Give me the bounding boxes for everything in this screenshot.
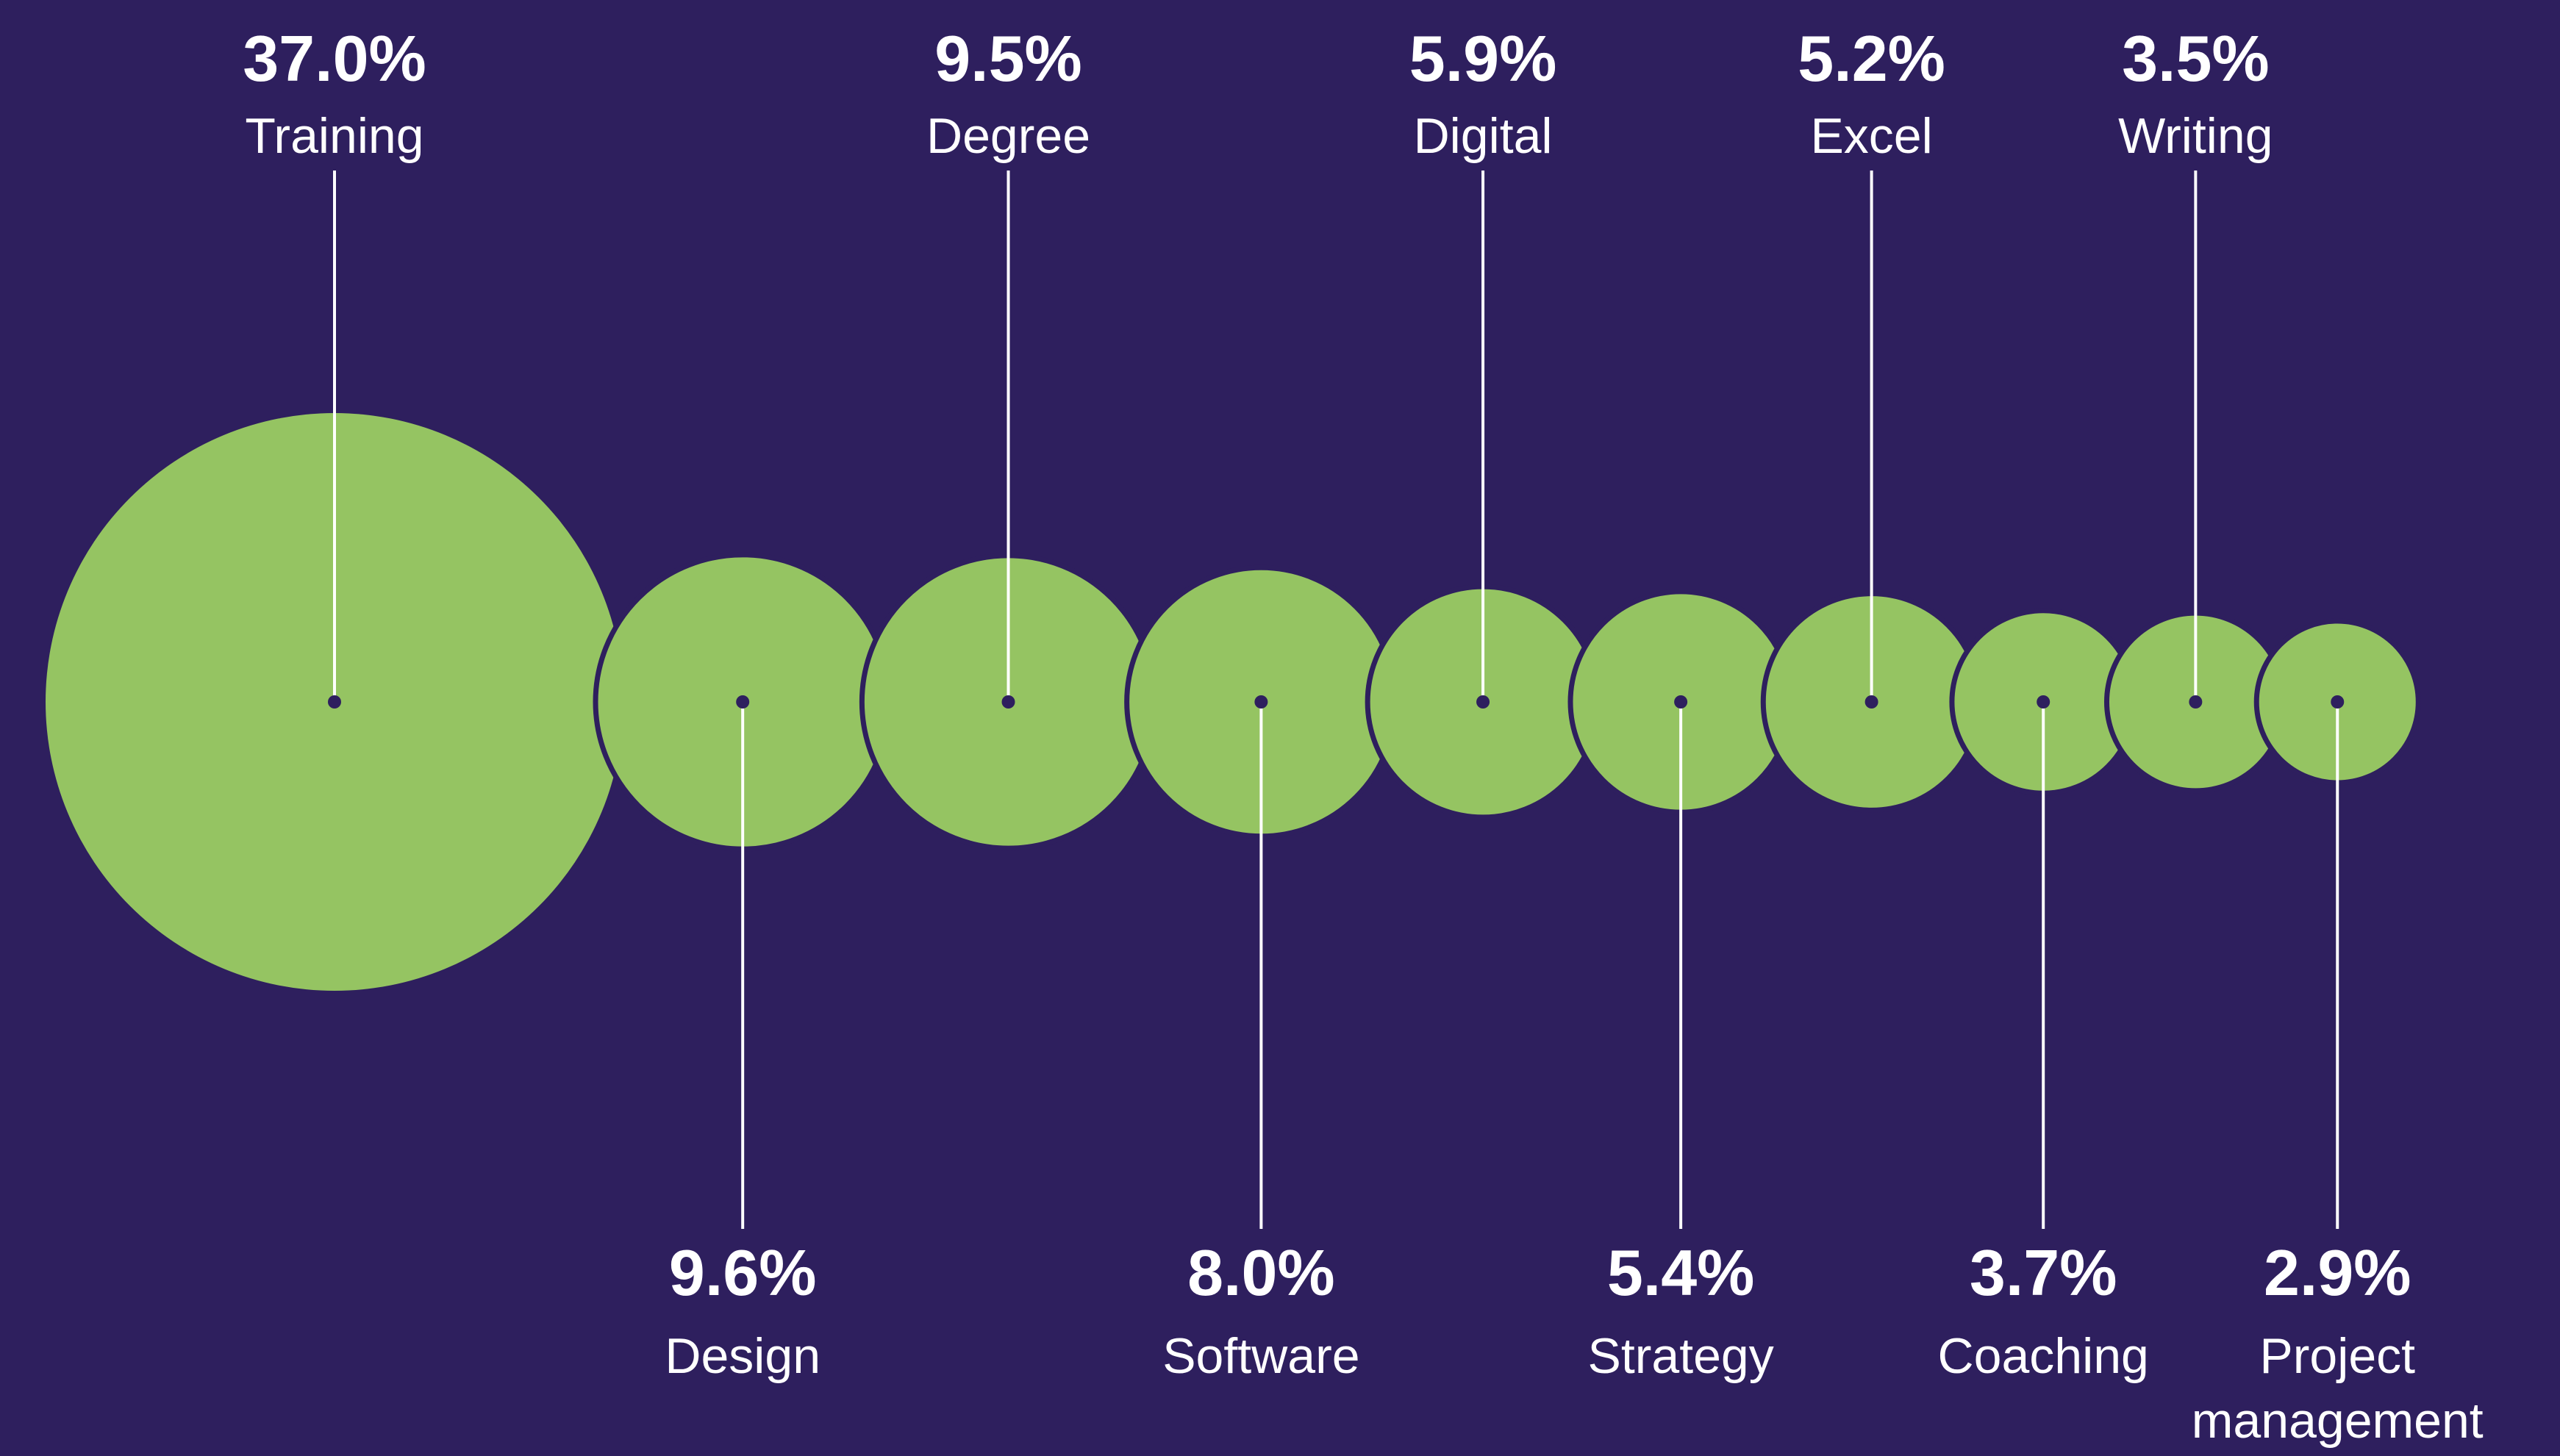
value-label-project-management: 2.9%: [2264, 1236, 2411, 1309]
category-label-line: Strategy: [1588, 1328, 1774, 1384]
center-dot-design: [736, 695, 750, 709]
center-dot-software: [1254, 695, 1268, 709]
center-dot-digital: [1476, 695, 1490, 709]
category-label-digital: Digital: [1414, 108, 1553, 164]
category-label-writing: Writing: [2118, 108, 2273, 164]
value-label-digital: 5.9%: [1409, 22, 1557, 95]
category-label-software: Software: [1162, 1328, 1359, 1384]
category-label-coaching: Coaching: [1938, 1328, 2149, 1384]
value-label-writing: 3.5%: [2122, 22, 2270, 95]
center-dot-project-management: [2331, 695, 2345, 709]
category-label-line: Writing: [2118, 108, 2273, 164]
category-label-line: Software: [1162, 1328, 1359, 1384]
category-label-line: Coaching: [1938, 1328, 2149, 1384]
value-label-software: 8.0%: [1187, 1236, 1335, 1309]
value-label-excel: 5.2%: [1798, 22, 1945, 95]
center-dot-writing: [2189, 695, 2203, 709]
category-label-line: Design: [665, 1328, 820, 1384]
value-label-training: 37.0%: [243, 22, 426, 95]
center-dot-excel: [1864, 695, 1878, 709]
category-label-design: Design: [665, 1328, 820, 1384]
category-label-strategy: Strategy: [1588, 1328, 1774, 1384]
category-label-line: Degree: [926, 108, 1090, 164]
category-label-line: Project: [2259, 1328, 2415, 1384]
center-dot-strategy: [1674, 695, 1688, 709]
value-label-degree: 9.5%: [934, 22, 1082, 95]
value-label-design: 9.6%: [669, 1236, 817, 1309]
center-dot-training: [328, 695, 341, 709]
category-label-line: Digital: [1414, 108, 1553, 164]
category-label-line: Excel: [1810, 108, 1932, 164]
center-dots-layer: [328, 695, 2345, 709]
category-label-line: Training: [245, 108, 423, 164]
category-label-excel: Excel: [1810, 108, 1932, 164]
center-dot-degree: [1001, 695, 1015, 709]
value-label-strategy: 5.4%: [1607, 1236, 1755, 1309]
labels-layer: 37.0% Training 9.6% Design 9.5% Degree 8.0% Sof…: [243, 22, 2484, 1449]
category-label-project-management: Project management: [2192, 1328, 2484, 1449]
value-label-coaching: 3.7%: [1970, 1236, 2117, 1309]
center-dot-coaching: [2037, 695, 2050, 709]
category-label-training: Training: [245, 108, 423, 164]
category-label-degree: Degree: [926, 108, 1090, 164]
category-label-line: management: [2192, 1393, 2484, 1449]
leader-lines-layer: [333, 171, 2339, 1229]
